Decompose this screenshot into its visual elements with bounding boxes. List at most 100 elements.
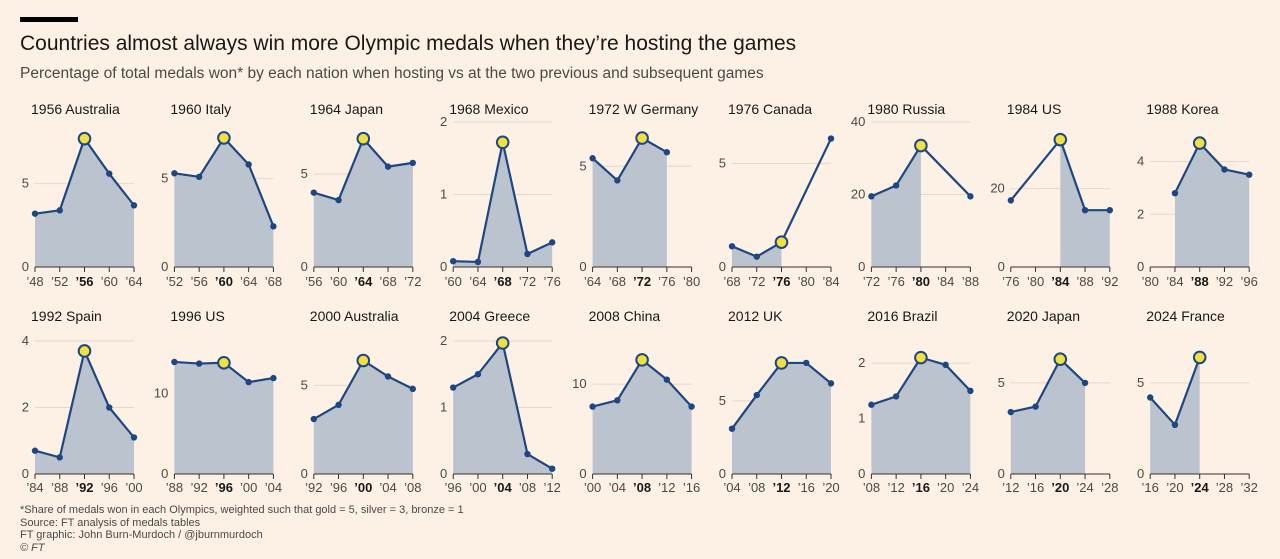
y-tick-label: 0 [579, 259, 586, 274]
x-tick-label: ’84 [937, 274, 954, 289]
chart-panel: 2012 UK 0 5 ’04 ’08 ’12 ’16 ’20 [719, 308, 840, 495]
panel-title: 2012 UK [728, 308, 783, 324]
data-point [549, 465, 556, 472]
x-tick-label: ’96 [101, 480, 118, 495]
data-point [1007, 197, 1014, 204]
x-tick-label: ’88 [51, 480, 68, 495]
panel-title: 2024 France [1146, 308, 1225, 324]
data-point [195, 173, 203, 181]
x-tick-label: ’08 [863, 480, 880, 495]
host-year-point [1053, 352, 1068, 367]
x-tick-label-host: ’16 [912, 480, 930, 495]
panel-title: 1956 Australia [31, 101, 120, 117]
chart-panel: 1980 Russia 0 20 40 ’72 ’76 ’80 ’84 ’88 [851, 101, 979, 289]
x-tick-label: ’04 [609, 480, 626, 495]
y-tick-label: 2 [858, 355, 865, 370]
data-point [1171, 189, 1179, 197]
y-tick-label: 2 [440, 114, 447, 129]
x-tick-label: ’80 [1027, 274, 1044, 289]
series-line-gap [780, 137, 833, 244]
x-tick-label: ’08 [748, 480, 765, 495]
series-area [1174, 143, 1250, 267]
series-area [453, 342, 553, 474]
x-tick-label: ’04 [379, 480, 396, 495]
data-point [409, 385, 416, 393]
y-tick-label: 5 [1137, 375, 1144, 390]
data-point [892, 182, 900, 189]
host-year-point [914, 138, 928, 153]
y-tick-label: 0 [858, 466, 865, 481]
chart-panel: 1968 Mexico 0 1 2 ’60 ’64 ’68 ’72 ’76 [440, 101, 561, 289]
x-tick-label: ’92 [1101, 274, 1118, 289]
x-tick-label: ’16 [683, 480, 700, 495]
x-tick-label: ’68 [379, 274, 396, 289]
graphic-credit: FT graphic: John Burn-Murdoch / @jburnmu… [20, 529, 263, 541]
x-tick-label: ’56 [190, 274, 207, 289]
chart-panel: 2020 Japan 0 5 ’12 ’16 ’20 ’24 ’28 [998, 308, 1119, 495]
x-tick-label: ’88 [166, 480, 183, 495]
x-tick-label-host: ’00 [354, 480, 372, 495]
y-tick-label: 5 [22, 176, 29, 191]
x-tick-label-host: ’72 [633, 274, 651, 289]
x-tick-label: ’52 [166, 274, 183, 289]
data-point [868, 401, 875, 408]
chart-panel: 2000 Australia 0 5 ’92 ’96 ’00 ’04 ’08 [301, 308, 422, 495]
x-tick-label-host: ’80 [912, 274, 930, 289]
x-tick-label: ’92 [190, 480, 207, 495]
data-point [1081, 206, 1089, 214]
x-tick-label: ’72 [404, 274, 421, 289]
series-area [35, 138, 134, 267]
ft-top-rule [20, 17, 78, 22]
data-point [31, 447, 39, 454]
x-tick-label: ’84 [822, 274, 839, 289]
data-point [1221, 166, 1228, 173]
chart-panel: 1984 US 0 20 ’76 ’80 ’84 ’88 ’92 [990, 101, 1118, 289]
data-point [474, 258, 482, 266]
series-area [1010, 359, 1086, 474]
data-point [728, 243, 736, 250]
y-tick-label: 5 [998, 375, 1005, 390]
data-point [688, 403, 695, 410]
x-tick-label: ’64 [469, 274, 486, 289]
y-tick-label: 4 [22, 333, 29, 348]
x-tick-label: ’00 [584, 480, 601, 495]
data-point [195, 360, 203, 367]
y-tick-label: 0 [998, 466, 1005, 481]
host-year-point [77, 344, 92, 358]
data-point [892, 393, 900, 400]
data-point [474, 371, 482, 378]
data-point [728, 425, 736, 432]
data-point [663, 376, 671, 383]
chart-panel: 1964 Japan 0 5 ’56 ’60 ’64 ’68 ’72 [301, 101, 422, 289]
y-tick-label: 20 [851, 187, 865, 202]
x-tick-label: ’00 [125, 480, 142, 495]
x-tick-label: ’08 [404, 480, 421, 495]
x-tick-label-host: ’76 [772, 274, 790, 289]
data-point [56, 454, 63, 461]
panel-title: 2016 Brazil [867, 308, 937, 324]
x-tick-label: ’72 [519, 274, 536, 289]
data-point [270, 223, 277, 230]
y-tick-label: 0 [301, 466, 308, 481]
series-area [174, 137, 274, 267]
x-tick-label: ’00 [469, 480, 486, 495]
x-tick-label: ’60 [101, 274, 118, 289]
x-tick-label: ’16 [798, 480, 815, 495]
chart-panel: 1992 Spain 0 2 4 ’84 ’88 ’92 ’96 ’00 [22, 308, 143, 495]
panel-title: 2000 Australia [310, 308, 399, 324]
data-point [868, 193, 875, 200]
data-point [614, 177, 621, 184]
data-point [335, 401, 342, 409]
y-tick-label: 5 [719, 393, 726, 408]
y-tick-label: 0 [161, 466, 168, 481]
y-tick-label: 4 [1137, 154, 1144, 169]
y-tick-label: 10 [154, 385, 168, 400]
x-tick-label: ’24 [962, 480, 979, 495]
x-tick-label-host: ’96 [215, 480, 233, 495]
x-tick-label: ’76 [544, 274, 561, 289]
y-tick-label: 0 [22, 259, 29, 274]
host-year-point [635, 353, 649, 367]
host-year-point [356, 353, 371, 368]
chart-panel: 1996 US 0 10 ’88 ’92 ’96 ’00 ’04 [154, 308, 282, 495]
